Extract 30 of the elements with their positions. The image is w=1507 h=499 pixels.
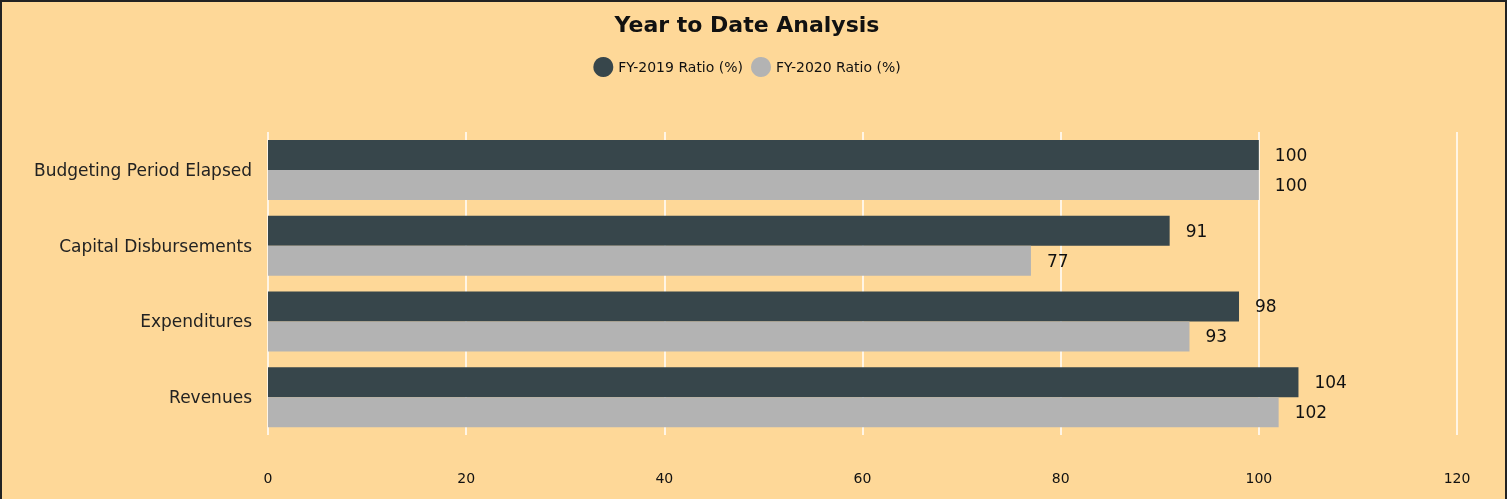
legend-label: FY-2019 Ratio (%) — [618, 59, 744, 75]
y-tick-label: Capital Disbursements — [59, 235, 253, 256]
data-label: 98 — [1255, 296, 1277, 317]
data-label: 102 — [1294, 402, 1328, 423]
y-tick-label: Expenditures — [140, 311, 253, 332]
bar — [268, 139, 1259, 170]
legend-label: FY-2020 Ratio (%) — [776, 59, 901, 75]
y-tick-label: Revenues — [169, 387, 253, 408]
chart-title: Year to Date Analysis — [613, 11, 880, 37]
data-label: 77 — [1046, 250, 1069, 271]
data-label: 100 — [1274, 174, 1308, 195]
x-tick-label: 80 — [1051, 470, 1070, 486]
bar — [268, 169, 1259, 200]
x-tick-label: 120 — [1443, 470, 1471, 486]
y-tick-label: Budgeting Period Elapsed — [33, 159, 252, 180]
bar — [268, 291, 1240, 322]
bar — [268, 215, 1170, 246]
bar — [268, 367, 1299, 398]
x-tick-label: 60 — [853, 470, 872, 486]
x-tick-label: 40 — [655, 470, 674, 486]
data-label: 104 — [1314, 372, 1347, 393]
data-label: 91 — [1185, 220, 1208, 241]
bar — [268, 321, 1190, 352]
bar — [268, 397, 1279, 428]
data-label: 93 — [1205, 326, 1228, 347]
data-label: 100 — [1274, 144, 1308, 165]
bar — [268, 245, 1031, 276]
x-tick-label: 0 — [263, 470, 273, 486]
x-tick-label: 20 — [457, 470, 476, 486]
x-tick-label: 100 — [1245, 470, 1273, 486]
